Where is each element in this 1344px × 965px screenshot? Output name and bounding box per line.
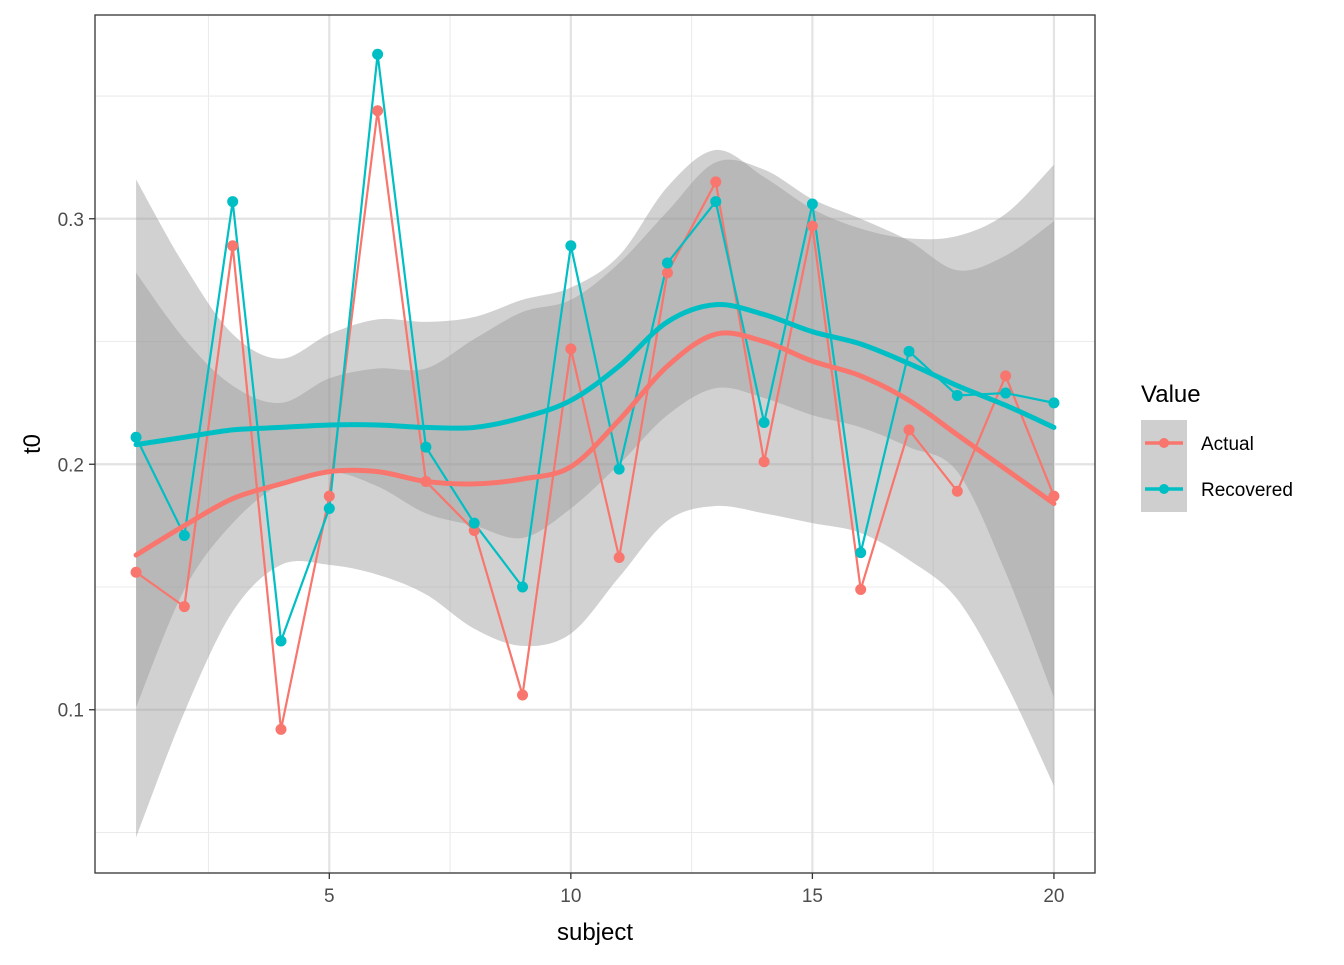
y-tick-label: 0.3 — [58, 210, 84, 231]
point-actual — [517, 689, 529, 701]
x-tick-labels: 5 10 15 20 — [324, 886, 1064, 907]
point-actual — [227, 240, 239, 252]
legend-item-actual: Actual — [1141, 420, 1254, 466]
point-recovered — [468, 517, 480, 529]
point-recovered — [130, 431, 142, 443]
grid-minor — [95, 15, 1095, 873]
y-tick-label: 0.2 — [58, 455, 84, 476]
series-line-actual — [135, 109, 1055, 731]
x-tick-label: 20 — [1043, 886, 1064, 907]
smooth-line-actual — [133, 330, 1057, 558]
point-recovered — [227, 196, 239, 208]
point-actual — [951, 485, 963, 497]
y-axis-title: t0 — [19, 434, 46, 454]
point-actual — [323, 490, 335, 502]
x-axis-title: subject — [557, 919, 633, 946]
ribbon-actual — [136, 159, 1054, 838]
point-recovered — [855, 547, 867, 559]
series-lines — [135, 53, 1055, 731]
point-actual — [710, 176, 722, 188]
point-recovered — [1000, 387, 1012, 399]
legend-item-recovered: Recovered — [1141, 466, 1293, 512]
legend: Value Actual Recovered — [1141, 381, 1293, 512]
point-actual — [372, 105, 384, 117]
legend-dot-recovered — [1159, 484, 1169, 494]
legend-title: Value — [1141, 381, 1201, 408]
point-recovered — [951, 390, 963, 402]
point-recovered — [806, 198, 818, 210]
point-actual — [806, 220, 818, 232]
x-tick-label: 5 — [324, 886, 335, 907]
point-actual — [1048, 490, 1060, 502]
x-tick-label: 10 — [560, 886, 581, 907]
point-actual — [130, 566, 142, 578]
point-actual — [613, 552, 625, 564]
legend-dot-actual — [1159, 438, 1169, 448]
point-actual — [758, 456, 770, 468]
point-recovered — [323, 502, 335, 514]
point-actual — [855, 583, 867, 595]
point-recovered — [758, 417, 770, 429]
point-actual — [420, 475, 432, 487]
legend-label-actual: Actual — [1201, 434, 1254, 455]
axis-ticks — [89, 218, 1055, 879]
point-recovered — [517, 581, 529, 593]
grid-major — [95, 15, 1095, 873]
y-tick-labels: 0.1 0.2 0.3 — [58, 210, 84, 722]
smooth-lines — [133, 302, 1057, 558]
x-tick-label: 15 — [802, 886, 823, 907]
point-recovered — [1048, 397, 1060, 409]
plot-border — [94, 14, 1096, 874]
point-recovered — [178, 529, 190, 541]
y-tick-label: 0.1 — [58, 701, 84, 722]
point-actual — [178, 601, 190, 613]
series-line-recovered — [135, 53, 1055, 643]
data-points — [130, 48, 1060, 735]
point-recovered — [420, 441, 432, 453]
point-recovered — [565, 240, 577, 252]
smooth-line-recovered — [133, 302, 1057, 448]
point-recovered — [903, 345, 915, 357]
legend-label-recovered: Recovered — [1201, 480, 1293, 501]
point-recovered — [613, 463, 625, 475]
point-actual — [661, 267, 673, 279]
point-recovered — [661, 257, 673, 269]
point-recovered — [710, 196, 722, 208]
point-recovered — [275, 635, 287, 647]
point-actual — [1000, 370, 1012, 382]
point-actual — [903, 424, 915, 436]
point-actual — [275, 723, 287, 735]
point-recovered — [372, 48, 384, 60]
point-actual — [565, 343, 577, 355]
